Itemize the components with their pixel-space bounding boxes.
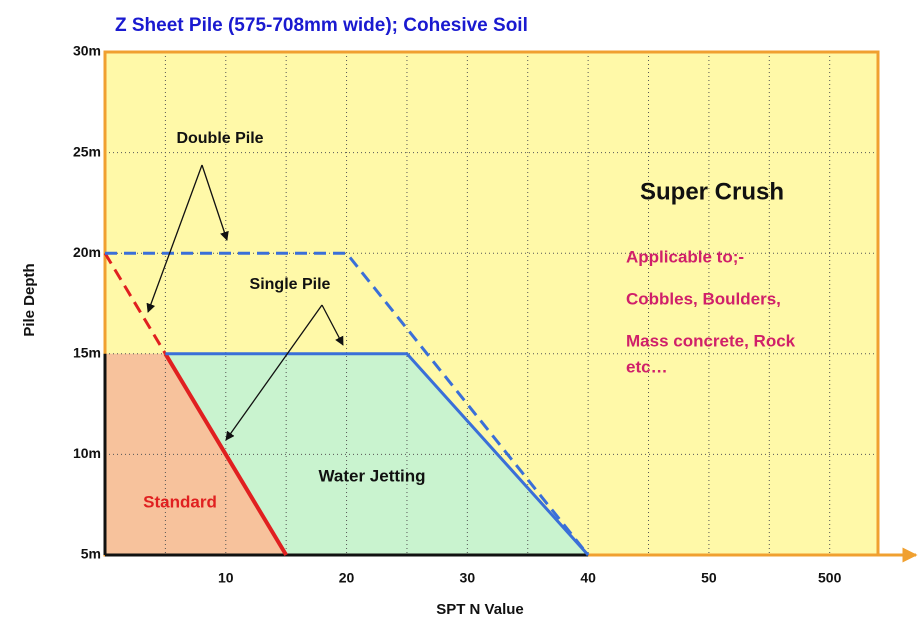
chart-title: Z Sheet Pile (575-708mm wide); Cohesive … xyxy=(115,15,528,36)
boundary-line xyxy=(163,352,288,557)
boundary-line xyxy=(103,252,167,355)
plot xyxy=(103,50,880,557)
arrow xyxy=(201,164,229,241)
annotation: Super Crush xyxy=(640,178,784,205)
x-tick-label: 30 xyxy=(460,570,476,586)
annotation: Cobbles, Boulders, xyxy=(626,289,781,308)
region xyxy=(105,353,287,555)
y-tick-label: 25m xyxy=(73,143,101,159)
x-tick-label: 50 xyxy=(701,570,717,586)
y-tick-label: 5m xyxy=(81,546,101,562)
annotation: Mass concrete, Rock xyxy=(626,331,796,350)
x-tick-label: 500 xyxy=(818,570,842,586)
arrow xyxy=(321,304,344,346)
y-axis-label: Pile Depth xyxy=(21,263,38,336)
arrows xyxy=(146,164,344,441)
y-tick-label: 30m xyxy=(73,43,101,59)
annotation: etc… xyxy=(626,357,668,376)
region-label: Standard xyxy=(143,492,217,511)
y-tick-label: 20m xyxy=(73,244,101,260)
y-tick-label: 10m xyxy=(73,445,101,461)
annotation: Single Pile xyxy=(250,276,331,293)
x-tick-label: 10 xyxy=(218,570,234,586)
boundary-line xyxy=(105,251,590,556)
y-tick-label: 15m xyxy=(73,345,101,361)
annotation: Double Pile xyxy=(176,130,263,147)
arrow xyxy=(225,304,323,441)
arrow xyxy=(146,164,203,313)
x-axis-label: SPT N Value xyxy=(436,601,524,618)
x-tick-label: 40 xyxy=(580,570,596,586)
boundary-line xyxy=(165,352,590,557)
annotation: Applicable to;- xyxy=(626,247,744,266)
x-tick-label: 20 xyxy=(339,570,355,586)
region xyxy=(165,353,589,555)
region-label: Water Jetting xyxy=(318,466,425,485)
